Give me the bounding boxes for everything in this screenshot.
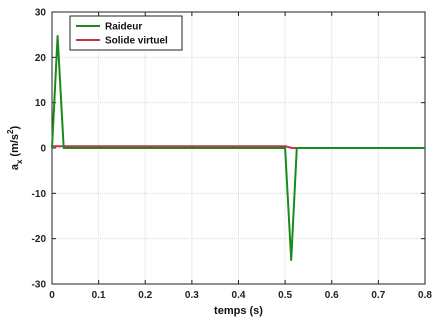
y-axis-title-unit: (m/s bbox=[9, 134, 21, 157]
x-tick-label: 0.6 bbox=[325, 290, 339, 301]
x-tick-label: 0 bbox=[49, 290, 55, 301]
x-axis-title: temps (s) bbox=[214, 305, 263, 317]
x-tick-label: 0.2 bbox=[138, 290, 152, 301]
y-tick-label: 30 bbox=[35, 8, 47, 19]
legend-label: Raideur bbox=[105, 22, 142, 33]
axis-ticks: 0 0.1 0.2 0.3 0.4 0.5 0.6 0.7 0.8 30 20 10 0 -10 -20 -3… bbox=[32, 8, 433, 302]
x-tick-label: 0.8 bbox=[418, 290, 432, 301]
y-tick-label: 10 bbox=[35, 98, 47, 109]
x-tick-label: 0.4 bbox=[232, 290, 246, 301]
y-tick-label: 0 bbox=[40, 144, 46, 155]
y-tick-label: -10 bbox=[32, 189, 47, 200]
x-tick-label: 0.3 bbox=[185, 290, 199, 301]
legend-label: Solide virtuel bbox=[105, 36, 168, 47]
y-axis-title-subscript: x bbox=[15, 159, 24, 164]
legend: Raideur Solide virtuel bbox=[70, 16, 182, 50]
x-tick-label: 0.5 bbox=[278, 290, 292, 301]
y-axis-title-unit-close: ) bbox=[9, 126, 21, 130]
y-tick-label: 20 bbox=[35, 53, 47, 64]
y-tick-label: -30 bbox=[32, 280, 47, 291]
x-tick-label: 0.1 bbox=[92, 290, 106, 301]
y-axis-title: ax(m/s2) bbox=[6, 126, 24, 171]
y-tick-label: -20 bbox=[32, 234, 47, 245]
x-tick-label: 0.7 bbox=[371, 290, 385, 301]
